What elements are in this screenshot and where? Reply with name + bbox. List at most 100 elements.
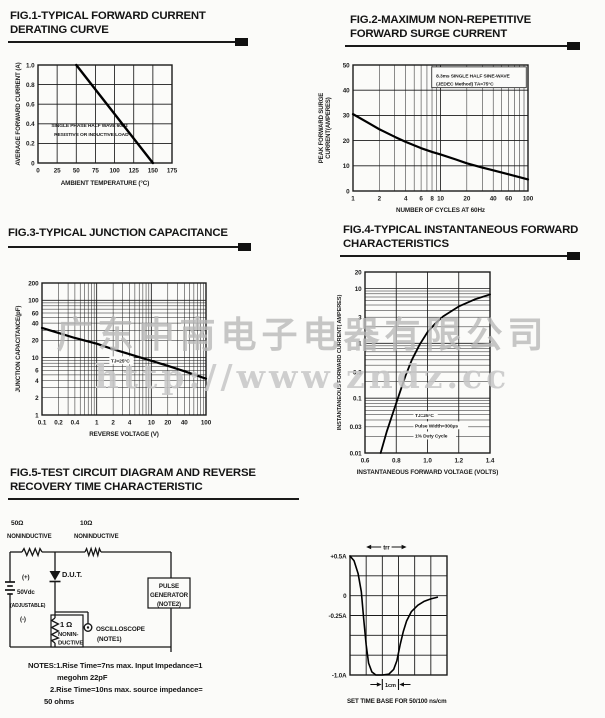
svg-text:REVERSE VOLTAGE (V): REVERSE VOLTAGE (V) xyxy=(89,431,159,438)
svg-text:TJ=25°C: TJ=25°C xyxy=(415,413,434,419)
circuit-svg: 50Ω NONINDUCTIVE 10Ω NONINDUCTIVE (+) 50Vdc (A… xyxy=(5,520,191,652)
svg-text:AMBIENT TEMPERATURE (°C): AMBIENT TEMPERATURE (°C) xyxy=(61,179,150,187)
svg-text:(+): (+) xyxy=(22,574,29,581)
svg-text:SET TIME BASE FOR 50/100 ns/cm: SET TIME BASE FOR 50/100 ns/cm xyxy=(347,698,447,705)
svg-text:40: 40 xyxy=(32,320,39,327)
svg-text:D.U.T.: D.U.T. xyxy=(62,570,82,579)
fig5-test-circuit-diagram: 50Ω NONINDUCTIVE 10Ω NONINDUCTIVE (+) 50Vdc (A… xyxy=(5,515,210,665)
fig1-title-line1: FIG.1-TYPICAL FORWARD CURRENT xyxy=(10,10,206,22)
svg-text:PEAK FORWARD SURGE: PEAK FORWARD SURGE xyxy=(319,93,325,164)
svg-text:10: 10 xyxy=(437,195,444,202)
svg-text:(NOTE2): (NOTE2) xyxy=(157,601,181,608)
rule-end-square xyxy=(238,243,251,251)
svg-text:1% Duty Cycle: 1% Duty Cycle xyxy=(415,434,448,440)
notes-line-3: 2.Rise Time=10ns max. source impedance= xyxy=(50,685,203,694)
svg-text:0.01: 0.01 xyxy=(350,450,362,457)
svg-text:40: 40 xyxy=(181,419,188,426)
fig4-title: FIG.4-TYPICAL INSTANTANEOUS FORWARD CHAR… xyxy=(343,223,578,251)
svg-text:-1.0A: -1.0A xyxy=(332,672,347,679)
svg-text:150: 150 xyxy=(148,167,159,174)
svg-text:10Ω: 10Ω xyxy=(80,520,93,527)
svg-text:0: 0 xyxy=(343,593,347,600)
svg-text:0: 0 xyxy=(346,188,350,195)
chart-svg: TJ=25°C Pulse Width=300μs 1% Duty Cycle 0.6… xyxy=(337,269,498,476)
svg-text:20: 20 xyxy=(463,195,470,202)
svg-text:25: 25 xyxy=(54,167,61,174)
svg-text:50Ω: 50Ω xyxy=(11,520,24,527)
svg-text:50: 50 xyxy=(73,167,80,174)
svg-text:0.2: 0.2 xyxy=(26,141,35,148)
svg-text:PULSE: PULSE xyxy=(159,583,179,590)
svg-text:4: 4 xyxy=(128,419,132,426)
fig3-title: FIG.3-TYPICAL JUNCTION CAPACITANCE xyxy=(8,226,228,240)
svg-text:1: 1 xyxy=(95,419,99,426)
fig5-recovery-waveform-chart: +0.5A 0 -0.25A -1.0A trr 1cm SET TIME BASE FOR… xyxy=(315,540,483,710)
svg-text:TJ=25°C: TJ=25°C xyxy=(111,358,130,364)
fig1-title: FIG.1-TYPICAL FORWARD CURRENT DERATING C… xyxy=(10,9,206,37)
svg-text:DUCTIVE: DUCTIVE xyxy=(58,641,83,647)
svg-text:6: 6 xyxy=(35,368,39,375)
chart-svg: +0.5A 0 -0.25A -1.0A trr 1cm SET TIME BASE FOR… xyxy=(329,544,448,705)
fig5-title-rule xyxy=(8,498,299,501)
fig2-title: FIG.2-MAXIMUM NON-REPETITIVE FORWARD SUR… xyxy=(350,13,531,41)
fig4-title-rule xyxy=(340,252,580,260)
fig2-title-line2: FORWARD SURGE CURRENT xyxy=(350,28,507,41)
svg-text:NONINDUCTIVE: NONINDUCTIVE xyxy=(7,534,52,540)
svg-text:INSTANTANEOUS FORWARD CURRENT(: INSTANTANEOUS FORWARD CURRENT( AMPERES) xyxy=(337,295,343,431)
svg-text:0.4: 0.4 xyxy=(71,419,80,426)
svg-text:OSCILLOSCOPE: OSCILLOSCOPE xyxy=(96,626,145,633)
svg-text:NUMBER OF CYCLES AT 60Hz: NUMBER OF CYCLES AT 60Hz xyxy=(396,207,485,214)
svg-text:75: 75 xyxy=(92,167,99,174)
svg-text:60: 60 xyxy=(32,310,39,317)
svg-text:125: 125 xyxy=(129,167,140,174)
chart-svg: 8.3ms SINGLE HALF SINE-WAVE (JEDEC Method… xyxy=(319,62,534,214)
svg-text:0.3: 0.3 xyxy=(353,369,362,376)
fig4-title-line1: FIG.4-TYPICAL INSTANTANEOUS FORWARD xyxy=(343,224,579,236)
chart-svg: SINGLE PHASE HALF WAVE 60Hz RESISTIVE OR … xyxy=(15,62,178,187)
svg-text:+0.5A: +0.5A xyxy=(330,553,347,560)
svg-text:trr: trr xyxy=(383,546,390,552)
svg-text:3: 3 xyxy=(358,314,362,321)
svg-text:0.6: 0.6 xyxy=(361,457,370,464)
svg-text:SINGLE PHASE HALF WAVE 60Hz: SINGLE PHASE HALF WAVE 60Hz xyxy=(51,123,128,129)
fig4-forward-characteristics-chart: TJ=25°C Pulse Width=300μs 1% Duty Cycle 0.6… xyxy=(330,258,604,490)
svg-text:0.8: 0.8 xyxy=(26,82,35,89)
svg-text:100: 100 xyxy=(109,167,120,174)
svg-text:50Vdc: 50Vdc xyxy=(17,589,35,596)
svg-text:1 Ω: 1 Ω xyxy=(60,620,72,629)
fig5-title-line2: RECOVERY TIME CHARACTERISTIC xyxy=(10,481,203,494)
rule-end-square xyxy=(567,42,580,50)
svg-text:8.3ms SINGLE HALF SINE-WAVE: 8.3ms SINGLE HALF SINE-WAVE xyxy=(436,74,510,80)
svg-text:20: 20 xyxy=(32,338,39,345)
svg-text:1.0: 1.0 xyxy=(423,457,432,464)
svg-text:1: 1 xyxy=(358,341,362,348)
fig2-title-line1: FIG.2-MAXIMUM NON-REPETITIVE xyxy=(350,14,532,26)
rule-end-square xyxy=(567,252,580,260)
svg-text:20: 20 xyxy=(164,419,171,426)
svg-text:4: 4 xyxy=(404,195,408,202)
fig2-surge-current-chart: 8.3ms SINGLE HALF SINE-WAVE (JEDEC Method… xyxy=(310,53,602,215)
svg-text:1.0: 1.0 xyxy=(26,62,35,69)
fig1-title-line2: DERATING CURVE xyxy=(10,24,109,37)
svg-text:1: 1 xyxy=(35,412,39,419)
svg-text:0: 0 xyxy=(36,167,40,174)
svg-text:(-): (-) xyxy=(20,616,26,623)
fig5-title-line1: FIG.5-TEST CIRCUIT DIAGRAM AND REVERSE xyxy=(10,467,256,479)
svg-text:10: 10 xyxy=(32,355,39,362)
notes-line-4: 50 ohms xyxy=(44,697,75,706)
svg-text:0.8: 0.8 xyxy=(392,457,401,464)
svg-text:100: 100 xyxy=(201,419,212,426)
fig5-title: FIG.5-TEST CIRCUIT DIAGRAM AND REVERSE R… xyxy=(10,466,256,494)
svg-text:50: 50 xyxy=(343,62,350,69)
svg-text:10: 10 xyxy=(355,286,362,293)
svg-text:(ADJUSTABLE): (ADJUSTABLE) xyxy=(10,603,46,609)
svg-text:0.1: 0.1 xyxy=(38,419,47,426)
fig2-title-rule xyxy=(345,42,580,50)
chart-svg: TJ=25°C 0.1 0.2 0.4 1 2 4 10 20 40 100 1 2 4 6 10 20 40 60… xyxy=(15,280,212,438)
svg-text:20: 20 xyxy=(355,269,362,276)
rule-end-square xyxy=(235,38,248,46)
svg-text:2: 2 xyxy=(378,195,382,202)
notes-line-1: NOTES:1.Rise Time=7ns max. Input Impedan… xyxy=(28,661,203,670)
svg-text:GENERATOR: GENERATOR xyxy=(150,592,189,599)
